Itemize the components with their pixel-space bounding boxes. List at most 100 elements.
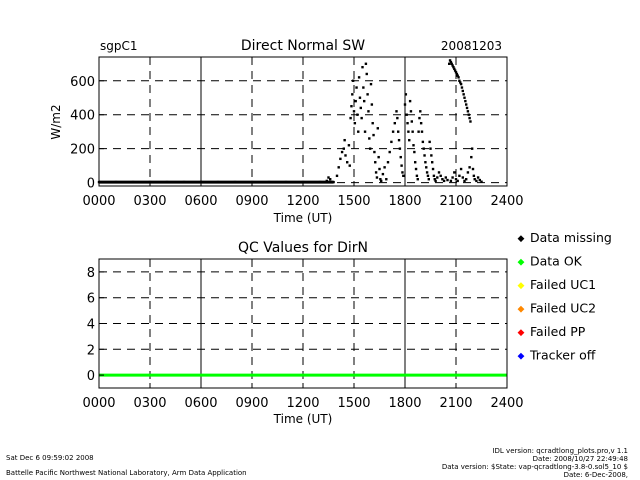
data-point (468, 166, 471, 169)
legend-label: Data missing (530, 230, 612, 245)
data-point (468, 116, 471, 120)
data-point (454, 71, 458, 74)
data-point (415, 174, 419, 178)
legend-label: Data OK (530, 254, 583, 269)
data-point (476, 176, 480, 179)
data-point (452, 65, 455, 69)
data-point (478, 178, 481, 182)
legend-label: Tracker off (529, 348, 596, 363)
footer-timestamp: Sat Dec 6 09:59:02 2008 (6, 454, 94, 462)
data-point (466, 110, 470, 113)
data-point (412, 144, 415, 147)
data-point (469, 120, 472, 123)
legend-marker-icon: ◆ (518, 352, 525, 362)
data-point (470, 147, 474, 150)
data-point (456, 74, 459, 77)
x-tick-label: 0300 (133, 194, 166, 209)
bottom-xlabel: Time (UT) (273, 412, 333, 426)
data-point (414, 167, 418, 171)
data-point (267, 180, 271, 184)
data-point (406, 121, 409, 125)
data-point (470, 155, 473, 159)
data-point (165, 180, 169, 184)
x-tick-label: 1200 (286, 194, 319, 209)
data-point (353, 121, 357, 125)
data-point (367, 110, 370, 113)
top-xlabel: Time (UT) (273, 211, 333, 225)
data-point (419, 121, 423, 125)
data-point (471, 167, 475, 171)
data-point (426, 174, 430, 178)
data-point (378, 167, 381, 171)
data-point (442, 179, 446, 183)
bottom-panel: QC Values for DirN 0 2 4 6 8 0000 0300 0600 090… (82, 240, 523, 426)
data-point (388, 150, 391, 154)
data-point (357, 76, 361, 79)
data-point (362, 86, 365, 89)
y-tick-label: 400 (70, 109, 95, 124)
x-tick-label: 0000 (82, 194, 115, 209)
y-tick-label: 0 (87, 177, 95, 192)
data-point (466, 171, 470, 174)
data-point (371, 121, 374, 125)
y-tick-label: 2 (87, 343, 95, 358)
data-point (414, 161, 417, 164)
data-point (434, 179, 437, 183)
data-point (339, 157, 342, 161)
data-point (380, 179, 383, 183)
data-point (368, 137, 371, 140)
data-point (410, 120, 413, 123)
data-point (356, 113, 359, 116)
legend-marker-icon: ◆ (518, 234, 525, 244)
data-point (114, 180, 118, 184)
x-tick-label: 1200 (286, 396, 319, 411)
data-point (357, 130, 360, 133)
legend-marker-icon: ◆ (518, 305, 525, 315)
data-point (340, 150, 344, 154)
data-point (449, 60, 453, 64)
data-point (458, 174, 461, 178)
legend-label: Failed UC2 (530, 301, 596, 316)
data-point (344, 154, 347, 157)
data-point (398, 147, 402, 150)
y-tick-label: 4 (87, 318, 95, 333)
data-point (396, 116, 399, 120)
x-tick-label: 2400 (490, 194, 523, 209)
data-point (429, 147, 432, 150)
data-point (451, 176, 454, 179)
data-point (364, 62, 368, 65)
data-point (337, 166, 340, 169)
data-point (363, 130, 367, 133)
bottom-grid (99, 259, 507, 388)
data-point (465, 103, 468, 106)
data-point (420, 130, 424, 133)
y-tick-label: 0 (87, 369, 95, 384)
data-point (459, 167, 463, 171)
data-point (453, 67, 456, 71)
top-panel: sgpC1 Direct Normal SW 20081203 0 200 400 6… (49, 38, 524, 225)
bottom-title: QC Values for DirN (238, 240, 368, 256)
data-point (454, 178, 458, 181)
data-point (463, 96, 466, 99)
data-point (399, 155, 402, 159)
data-point (459, 82, 463, 86)
data-point (375, 176, 379, 179)
x-tick-label: 0900 (235, 194, 268, 209)
data-point (433, 178, 436, 181)
data-point (374, 171, 378, 174)
data-point (349, 116, 352, 120)
y-tick-label: 8 (87, 266, 95, 281)
data-point (358, 96, 362, 99)
data-point (233, 180, 237, 184)
x-tick-label: 1500 (337, 396, 370, 411)
data-point (431, 161, 434, 164)
x-tick-label: 1800 (388, 396, 421, 411)
data-point (216, 180, 220, 184)
data-point (453, 171, 456, 174)
data-point (457, 76, 460, 79)
legend-label: Failed PP (530, 324, 586, 339)
x-tick-label: 1800 (388, 194, 421, 209)
top-y-ticks: 0 200 400 600 (70, 75, 104, 192)
footer-idl-date: Date: 2008/10/27 22:49:48 (532, 455, 628, 463)
data-point (405, 113, 408, 116)
